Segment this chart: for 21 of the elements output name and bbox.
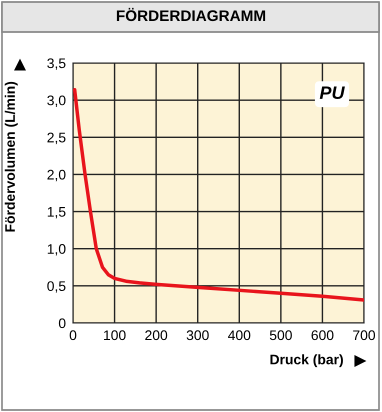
x-tick-label: 0 <box>70 330 76 340</box>
y-tick-label: 3,5 <box>47 58 66 70</box>
x-tick-label: 600 <box>312 330 334 340</box>
line-series <box>73 88 364 302</box>
y-tick-label: 0 <box>58 318 66 328</box>
y-tick-label: 2,5 <box>47 132 66 144</box>
y-tick-label: 0,5 <box>47 281 66 293</box>
y-tick-label: 3,0 <box>47 95 66 107</box>
x-tick-label: 100 <box>104 330 126 340</box>
y-tick-label: 1,0 <box>48 244 66 256</box>
x-tick-label: 300 <box>186 330 209 340</box>
x-axis-title: Druck (bar) <box>270 354 343 368</box>
x-tick-label: 400 <box>228 330 250 340</box>
y-axis-title: Fördervolumen (L/min) <box>4 82 18 232</box>
annotation: PU <box>320 86 345 100</box>
chart-title: FÖRDERDIAGRAMM <box>116 8 266 22</box>
y-tick-label: 1,5 <box>48 207 66 218</box>
x-tick-label: 200 <box>145 330 168 340</box>
x-tick-label: 700 <box>353 330 376 340</box>
x-tick-label: 500 <box>270 330 292 340</box>
y-tick-label: 2,0 <box>47 170 66 182</box>
